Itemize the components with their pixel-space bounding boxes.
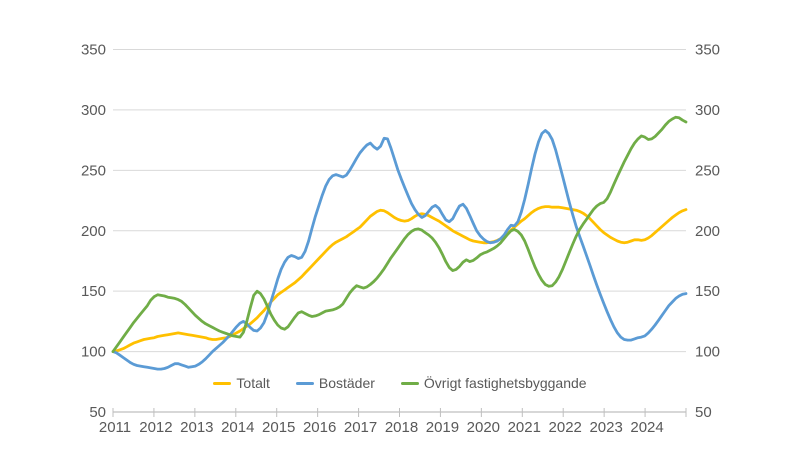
y-tick-label-left-250: 250	[81, 162, 106, 179]
y-tick-label-left-150: 150	[81, 283, 106, 300]
x-tick-label-2017: 2017	[344, 419, 377, 436]
series-line-totalt	[111, 205, 688, 354]
x-tick-label-2012: 2012	[139, 419, 172, 436]
y-tick-label-right-50: 50	[695, 404, 712, 421]
series-line-bost-der	[111, 129, 688, 371]
y-tick-label-left-100: 100	[81, 344, 106, 361]
y-tick-label-right-200: 200	[695, 223, 720, 240]
y-tick-label-left-200: 200	[81, 223, 106, 240]
x-tick-label-2022: 2022	[549, 419, 582, 436]
x-tick-label-2016: 2016	[303, 419, 336, 436]
legend-item-ovrigt: Övrigt fastighetsbyggande	[400, 375, 587, 391]
y-tick-label-right-300: 300	[695, 102, 720, 119]
x-tick-label-2023: 2023	[589, 419, 622, 436]
legend-item-totalt: Totalt	[213, 375, 270, 391]
x-tick-label-2019: 2019	[426, 419, 459, 436]
legend-label-totalt: Totalt	[236, 375, 270, 391]
legend-item-bostader: Bostäder	[295, 375, 375, 391]
legend-swatch-bostader	[295, 381, 314, 385]
x-tick-label-2021: 2021	[508, 419, 541, 436]
legend-label-bostader: Bostäder	[318, 375, 375, 391]
y-tick-label-right-250: 250	[695, 162, 720, 179]
x-tick-label-2013: 2013	[180, 419, 213, 436]
x-tick-label-2015: 2015	[262, 419, 295, 436]
legend-label-ovrigt: Övrigt fastighetsbyggande	[423, 375, 587, 391]
x-tick-label-2018: 2018	[385, 419, 418, 436]
legend-swatch-totalt	[213, 381, 232, 385]
y-tick-label-left-350: 350	[81, 42, 106, 59]
x-tick-label-2014: 2014	[221, 419, 254, 436]
chart-legend: Totalt Bostäder Övrigt fastighetsbyggand…	[113, 376, 687, 390]
y-tick-label-right-350: 350	[695, 42, 720, 59]
y-tick-label-left-50: 50	[89, 404, 106, 421]
y-tick-label-right-100: 100	[695, 344, 720, 361]
series-line--vrigt-fastighetsbyggande	[111, 115, 688, 354]
x-tick-label-2024: 2024	[630, 419, 663, 436]
legend-swatch-ovrigt	[400, 381, 419, 385]
x-tick-label-2020: 2020	[467, 419, 500, 436]
x-tick-label-2011: 2011	[99, 419, 131, 436]
y-tick-label-left-300: 300	[81, 102, 106, 119]
y-tick-label-right-150: 150	[695, 283, 720, 300]
